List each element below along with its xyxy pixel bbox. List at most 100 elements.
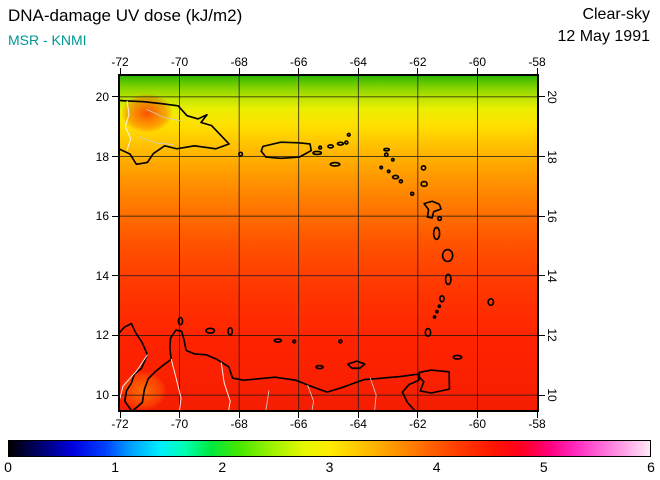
lat-label-left: 14 bbox=[95, 268, 109, 283]
lon-tick-top bbox=[417, 68, 419, 74]
island bbox=[327, 144, 335, 149]
lat-tick-left bbox=[112, 215, 118, 217]
lat-label-right: 14 bbox=[545, 269, 559, 283]
lon-tick-top bbox=[357, 68, 359, 74]
colorbar-tick-label: 0 bbox=[4, 459, 12, 475]
lon-tick-top bbox=[238, 68, 240, 74]
lon-label-bottom: -58 bbox=[528, 417, 546, 431]
island bbox=[432, 226, 441, 241]
map-area bbox=[118, 74, 539, 412]
lat-tick-left bbox=[112, 156, 118, 158]
lat-tick-right bbox=[539, 394, 545, 396]
colorbar-tick-label: 2 bbox=[218, 459, 227, 475]
lon-label-top: -72 bbox=[111, 55, 129, 69]
river-line bbox=[138, 136, 175, 146]
border-line bbox=[220, 362, 231, 410]
island bbox=[205, 327, 216, 334]
lat-label-left: 10 bbox=[95, 388, 109, 403]
plot-title: DNA-damage UV dose (kJ/m2) bbox=[8, 6, 243, 25]
island bbox=[424, 327, 432, 338]
lat-label-left: 18 bbox=[95, 149, 109, 164]
island bbox=[432, 315, 437, 319]
island bbox=[420, 164, 427, 171]
coastlines bbox=[120, 99, 495, 410]
lon-tick-bottom bbox=[298, 412, 300, 418]
island bbox=[390, 157, 395, 162]
map-overlay bbox=[120, 76, 537, 410]
island bbox=[391, 174, 400, 180]
lat-tick-left bbox=[112, 96, 118, 98]
lat-label-right: 16 bbox=[545, 209, 559, 223]
island bbox=[398, 178, 404, 184]
island bbox=[409, 191, 415, 197]
sky-condition-label: Clear-sky bbox=[582, 6, 650, 23]
coastline-hispaniola bbox=[120, 99, 230, 166]
island bbox=[312, 150, 323, 156]
lon-tick-top bbox=[476, 68, 478, 74]
lon-label-bottom: -66 bbox=[290, 417, 308, 431]
colorbar-tick-label: 6 bbox=[647, 459, 655, 475]
river-line bbox=[369, 377, 377, 410]
colorbar-tick-label: 3 bbox=[325, 459, 334, 475]
lon-label-top: -68 bbox=[230, 55, 248, 69]
colorbar-tick-label: 5 bbox=[539, 459, 548, 475]
border-line bbox=[120, 354, 148, 401]
lon-tick-bottom bbox=[179, 412, 181, 418]
colorbar-tick-label: 1 bbox=[111, 459, 120, 475]
coastline-guadeloupe bbox=[423, 200, 442, 219]
lon-tick-bottom bbox=[119, 412, 121, 418]
coastline-south-america bbox=[120, 322, 420, 410]
island bbox=[238, 151, 244, 157]
island bbox=[452, 354, 463, 360]
lat-label-right: 10 bbox=[545, 388, 559, 402]
lat-label-left: 20 bbox=[95, 89, 109, 104]
island bbox=[379, 165, 384, 170]
lat-tick-right bbox=[539, 334, 545, 336]
lon-label-top: -64 bbox=[349, 55, 367, 69]
island bbox=[383, 152, 389, 158]
colorbar bbox=[8, 440, 651, 457]
lat-tick-left bbox=[112, 275, 118, 277]
lon-tick-bottom bbox=[238, 412, 240, 418]
coastline-margarita bbox=[347, 360, 366, 370]
lat-tick-right bbox=[539, 96, 545, 98]
border-line bbox=[170, 358, 182, 410]
border-line bbox=[124, 100, 132, 151]
island bbox=[487, 297, 495, 307]
lon-tick-top bbox=[298, 68, 300, 74]
lon-label-bottom: -64 bbox=[349, 417, 367, 431]
island bbox=[386, 169, 391, 174]
grid-lines bbox=[120, 76, 537, 410]
island bbox=[338, 339, 343, 344]
island bbox=[227, 326, 234, 336]
lon-tick-top bbox=[179, 68, 181, 74]
island bbox=[441, 248, 454, 263]
lon-label-top: -62 bbox=[409, 55, 427, 69]
colorbar-gradient bbox=[9, 441, 650, 456]
lat-label-left: 16 bbox=[95, 209, 109, 224]
island bbox=[420, 180, 428, 188]
river-line bbox=[146, 108, 182, 122]
lon-label-bottom: -62 bbox=[409, 417, 427, 431]
island bbox=[292, 339, 297, 344]
lat-label-right: 12 bbox=[545, 328, 559, 343]
river-line bbox=[265, 390, 270, 410]
lon-tick-bottom bbox=[417, 412, 419, 418]
coastline-trinidad bbox=[418, 369, 451, 394]
lon-label-bottom: -70 bbox=[170, 417, 189, 431]
river-line bbox=[307, 384, 315, 410]
lat-label-left: 12 bbox=[95, 328, 109, 343]
lon-label-top: -70 bbox=[170, 55, 189, 69]
island bbox=[436, 215, 443, 222]
date-label: 12 May 1991 bbox=[557, 28, 650, 45]
lat-tick-right bbox=[539, 215, 545, 217]
island bbox=[444, 273, 452, 286]
island bbox=[177, 316, 184, 326]
lat-tick-right bbox=[539, 156, 545, 158]
lat-label-right: 18 bbox=[545, 149, 559, 164]
island bbox=[336, 141, 345, 146]
island bbox=[435, 309, 439, 314]
lat-tick-right bbox=[539, 275, 545, 277]
source-label: MSR - KNMI bbox=[8, 32, 87, 48]
